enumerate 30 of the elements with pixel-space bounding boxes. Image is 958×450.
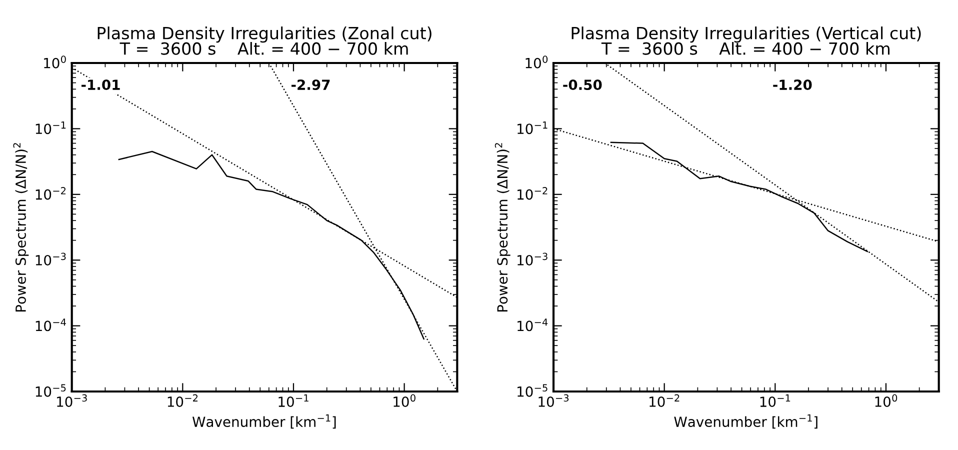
- y-tick-label: 10$^{−1}$: [36, 121, 66, 134]
- y-tick-label: 10$^{−1}$: [518, 121, 548, 134]
- y-tick-label: 10$^{0}$: [44, 56, 66, 68]
- y-tick-label: 10$^{0}$: [526, 56, 548, 68]
- y-tick-label: 10$^{−4}$: [518, 318, 548, 332]
- x-tick-label: 10$^{−3}$: [538, 394, 569, 408]
- annotation: -0.50: [563, 80, 602, 90]
- x-tick-label: 10$^{−1}$: [278, 394, 308, 408]
- y-tick-label: 10$^{−5}$: [36, 384, 66, 397]
- y-tick-label: 10$^{−5}$: [518, 384, 548, 397]
- annotation: -1.01: [81, 80, 120, 90]
- x-axis-title: Wavenumber [km$^{−1}$]: [192, 414, 336, 429]
- x-tick-label: 10$^{0}$: [875, 394, 898, 408]
- x-tick-label: 10$^{−2}$: [650, 394, 680, 408]
- annotation: -2.97: [291, 80, 330, 90]
- x-tick-label: 10$^{−3}$: [57, 394, 87, 408]
- y-tick-label: 10$^{−3}$: [36, 252, 66, 266]
- x-axis-title: Wavenumber [km$^{−1}$]: [674, 414, 818, 429]
- y-tick-label: 10$^{−2}$: [36, 187, 66, 200]
- chart-title: Plasma Density Irregularities (Zonal cut) T = 3600 s Alt. = 400 − 700 km: [98, 26, 432, 55]
- annotation: -1.20: [773, 80, 812, 90]
- y-tick-label: 10$^{−2}$: [518, 187, 548, 200]
- chart-title: Plasma Density Irregularities (Vertical cut) T = 3600 s Alt. = 400 − 700 km: [572, 26, 921, 55]
- y-axis-title: Power Spectrum (ΔN/N)$^{2}$: [494, 143, 510, 312]
- y-tick-label: 10$^{−4}$: [36, 318, 66, 332]
- y-axis-title: Power Spectrum (ΔN/N)$^{2}$: [13, 143, 29, 312]
- x-tick-label: 10$^{−1}$: [760, 394, 790, 408]
- x-tick-label: 10$^{−2}$: [168, 394, 198, 408]
- y-tick-label: 10$^{−3}$: [518, 252, 548, 266]
- x-tick-label: 10$^{0}$: [394, 394, 416, 408]
